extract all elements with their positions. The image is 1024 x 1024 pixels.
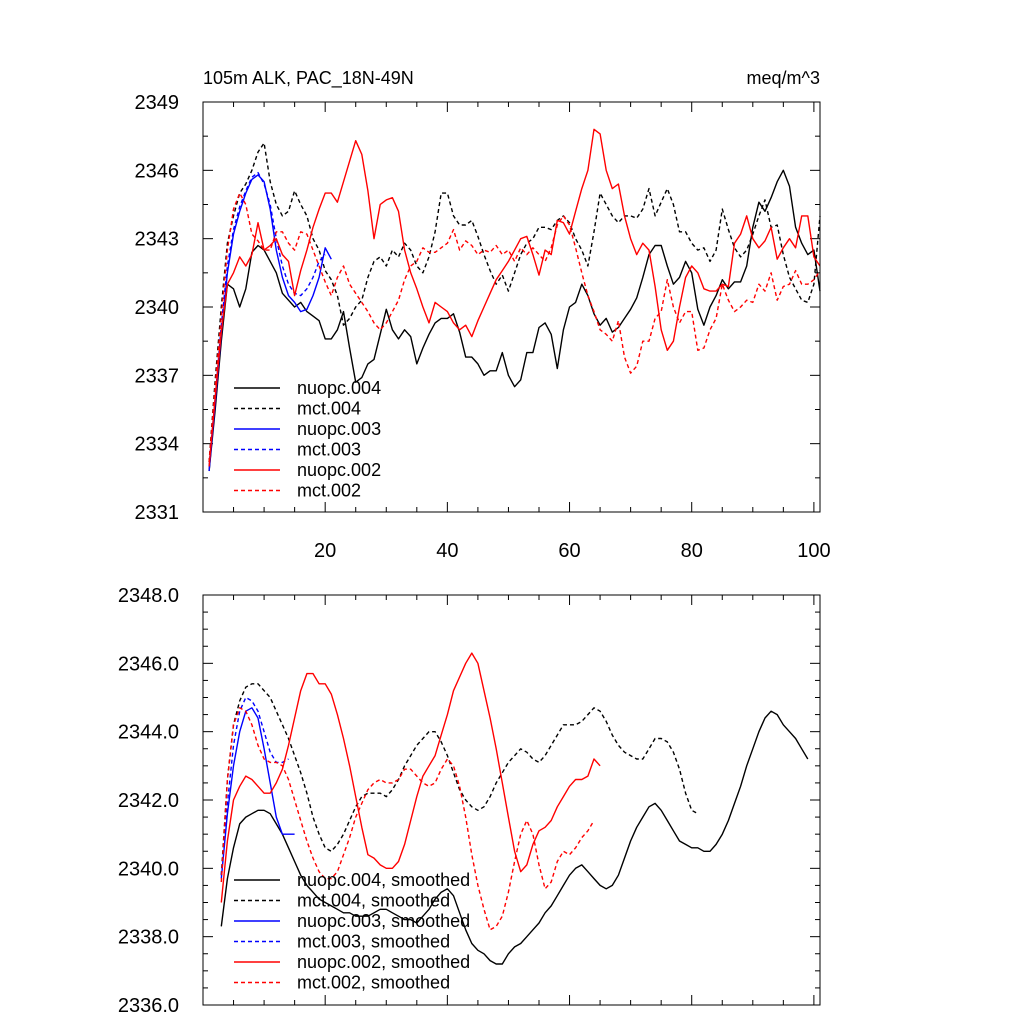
top-series-mct-002 bbox=[208, 192, 821, 462]
bottom-y-tick-label: 2342.0 bbox=[118, 790, 179, 812]
top-legend-label: mct.003 bbox=[297, 440, 361, 460]
bottom-series-group bbox=[220, 652, 809, 965]
top-axis-ticks: 2331 2334 2337 2340 2343 2346 2349 20 40 60 80 100 bbox=[135, 92, 831, 562]
bottom-y-tick-label: 2346.0 bbox=[118, 653, 179, 675]
bottom-y-tick-label: 2348.0 bbox=[118, 585, 179, 607]
top-series-nuopc-003 bbox=[208, 174, 332, 472]
top-legend-label: mct.002 bbox=[297, 481, 361, 501]
top-legend-label: nuopc.002 bbox=[297, 460, 381, 480]
top-y-tick-label: 2331 bbox=[135, 502, 180, 524]
top-series-mct-003 bbox=[208, 171, 326, 467]
top-x-tick-label: 80 bbox=[681, 540, 703, 562]
top-x-tick-label: 100 bbox=[797, 540, 830, 562]
top-y-tick-label: 2343 bbox=[135, 229, 180, 251]
top-series-mct-004 bbox=[208, 142, 821, 462]
top-legend-label: mct.004 bbox=[297, 399, 361, 419]
bottom-legend-label: mct.002, smoothed bbox=[297, 973, 450, 993]
bottom-series-nuopc-004-smoothed bbox=[220, 710, 809, 965]
top-chart-units: meq/m^3 bbox=[747, 68, 820, 88]
top-y-tick-label: 2334 bbox=[135, 434, 180, 456]
top-y-tick-label: 2337 bbox=[135, 365, 180, 387]
top-y-tick-label: 2340 bbox=[135, 297, 180, 319]
top-y-tick-label: 2349 bbox=[135, 92, 180, 114]
top-x-tick-label: 20 bbox=[314, 540, 336, 562]
bottom-y-tick-label: 2338.0 bbox=[118, 927, 179, 949]
bottom-legend-label: mct.003, smoothed bbox=[297, 932, 450, 952]
bottom-series-nuopc-003-smoothed bbox=[220, 707, 295, 879]
top-legend: nuopc.004mct.004nuopc.003mct.003nuopc.00… bbox=[234, 378, 381, 501]
bottom-plot-frame bbox=[202, 594, 821, 1006]
bottom-panel: 2336.0 2338.0 2340.0 2342.0 2344.0 2346.0 2348… bbox=[118, 585, 821, 1017]
top-series-group bbox=[208, 128, 821, 472]
top-panel: 105m ALK, PAC_18N-49N meq/m^3 2331233423… bbox=[135, 68, 831, 562]
top-legend-label: nuopc.003 bbox=[297, 419, 381, 439]
bottom-y-tick-label: 2344.0 bbox=[118, 722, 179, 744]
bottom-series-mct-002-smoothed bbox=[220, 707, 595, 931]
top-chart-title: 105m ALK, PAC_18N-49N bbox=[203, 68, 414, 89]
top-plot-frame bbox=[202, 101, 821, 513]
bottom-legend-label: nuopc.002, smoothed bbox=[297, 952, 470, 972]
bottom-legend-label: nuopc.003, smoothed bbox=[297, 911, 470, 931]
bottom-y-tick-label: 2340.0 bbox=[118, 858, 179, 880]
bottom-series-mct-004-smoothed bbox=[220, 683, 699, 876]
top-legend-label: nuopc.004 bbox=[297, 378, 381, 398]
top-series-nuopc-004 bbox=[208, 169, 821, 472]
bottom-series-nuopc-002-smoothed bbox=[220, 652, 601, 903]
bottom-legend-label: mct.004, smoothed bbox=[297, 891, 450, 911]
bottom-legend-label: nuopc.004, smoothed bbox=[297, 870, 470, 890]
top-series-nuopc-002 bbox=[208, 128, 821, 467]
top-x-tick-label: 60 bbox=[558, 540, 580, 562]
top-y-tick-label: 2346 bbox=[135, 160, 180, 182]
bottom-y-tick-label: 2336.0 bbox=[118, 995, 179, 1017]
top-x-tick-label: 40 bbox=[436, 540, 458, 562]
